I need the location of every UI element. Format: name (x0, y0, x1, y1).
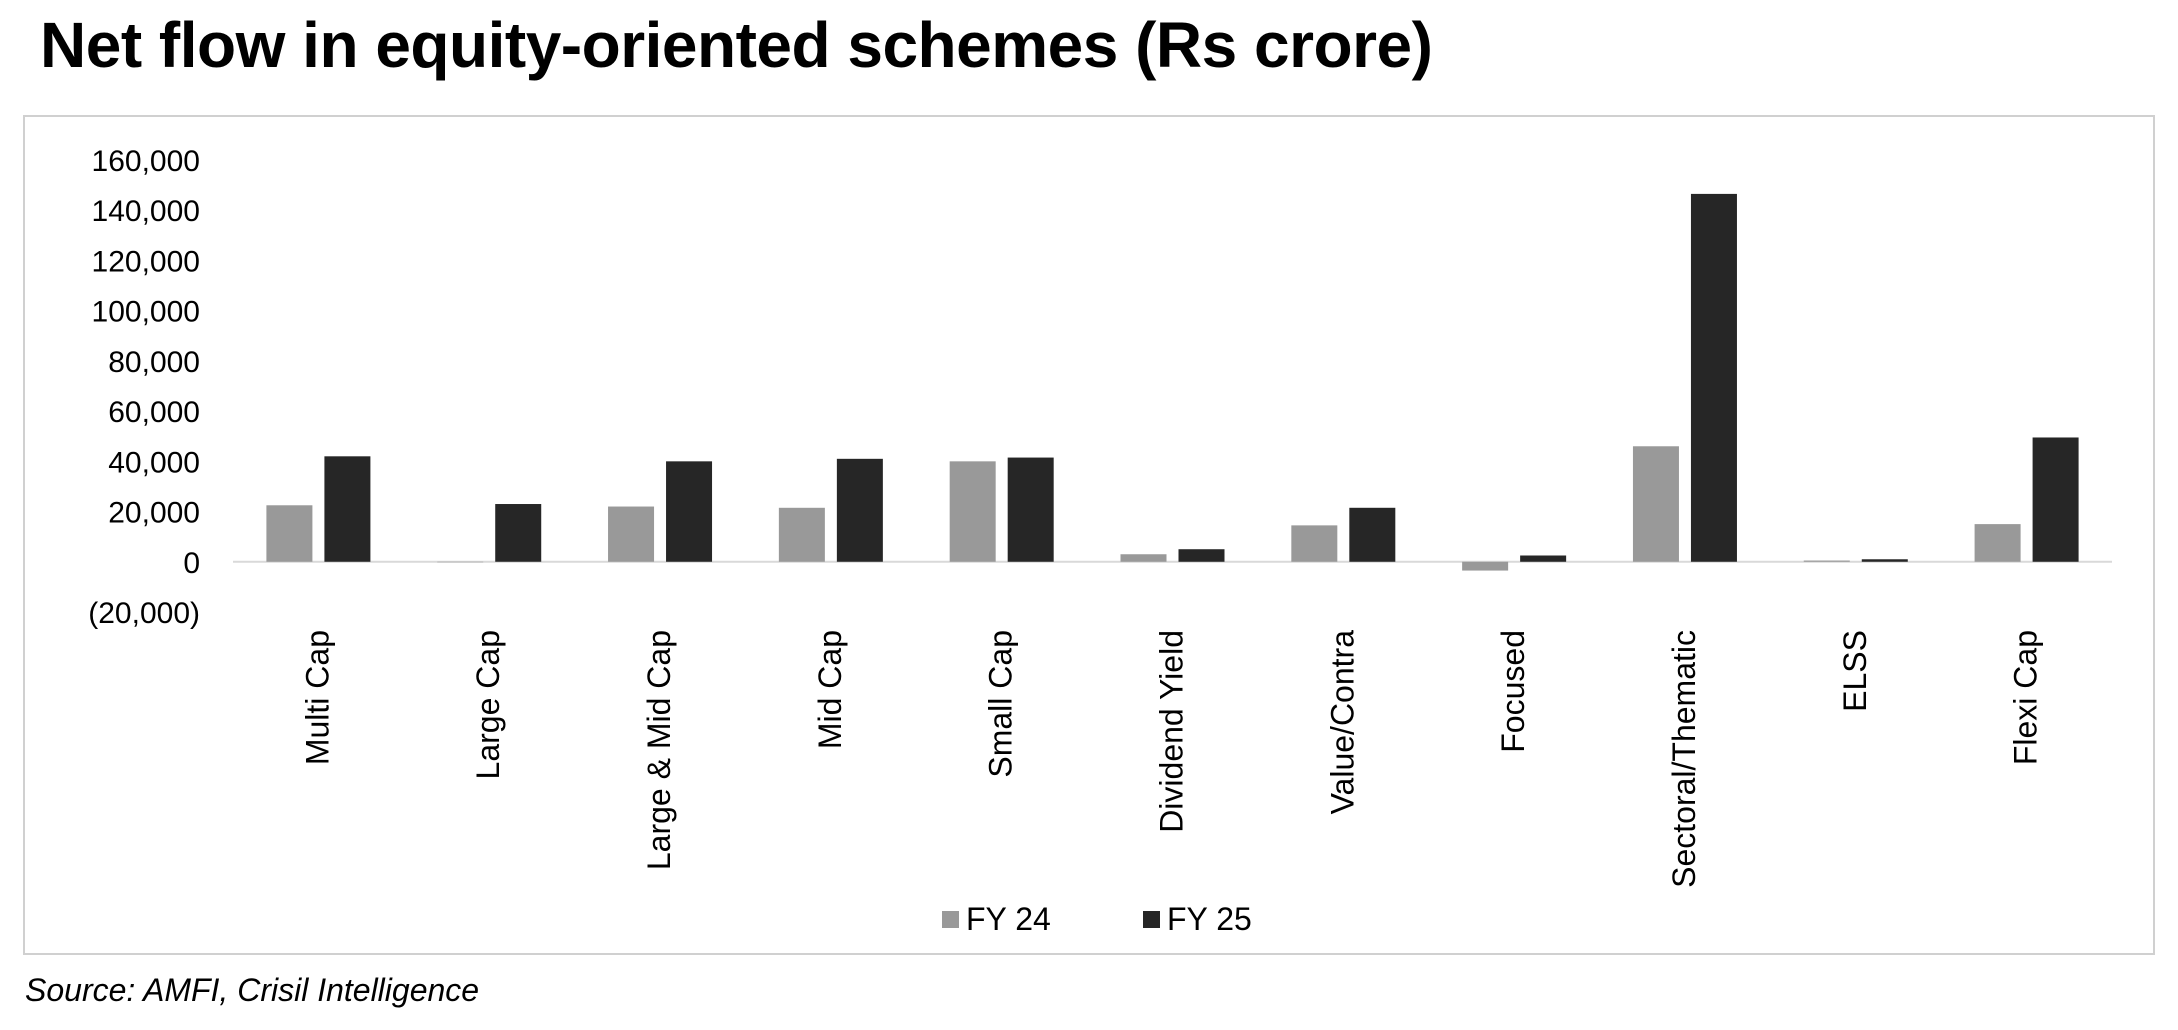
bar-fy25 (495, 504, 542, 562)
bar-fy25 (666, 461, 713, 562)
bar-fy25 (836, 458, 883, 562)
bar-fy25 (324, 456, 371, 562)
x-tick-label: ELSS (1837, 630, 1873, 712)
y-tick-label: 100,000 (92, 296, 200, 329)
chart-frame (23, 115, 2155, 955)
bar-fy25 (1178, 549, 1225, 562)
y-tick-label: 160,000 (92, 145, 200, 178)
bar-fy24 (1291, 525, 1338, 562)
y-tick-label: 80,000 (108, 346, 200, 379)
y-axis-ticks: (20,000) 0 20,000 40,000 60,000 80,000 100,000… (88, 145, 200, 630)
bar-fy25 (1520, 555, 1567, 562)
source-note: Source: AMFI, Crisil Intelligence (25, 972, 480, 1008)
x-tick-label: Large & Mid Cap (641, 630, 677, 870)
x-tick-label: Flexi Cap (2008, 630, 2044, 765)
chart-title: Net flow in equity-oriented schemes (Rs … (40, 9, 1433, 81)
y-tick-label: 0 (183, 547, 200, 580)
bar-fy24 (1974, 524, 2021, 562)
y-tick-label: 60,000 (108, 396, 200, 429)
bar-fy25 (2032, 437, 2079, 562)
legend-swatch-fy25 (1143, 911, 1160, 928)
bar-fy24 (949, 461, 996, 562)
bar-fy24 (778, 507, 825, 562)
bar-fy24 (608, 506, 655, 562)
bar-fy24 (1120, 554, 1167, 562)
bar-fy24 (1462, 561, 1509, 571)
legend: FY 24 FY 25 (942, 901, 1252, 937)
x-tick-label: Multi Cap (299, 630, 335, 765)
x-tick-label: Mid Cap (812, 630, 848, 749)
bar-fy24 (266, 505, 313, 562)
x-tick-label: Focused (1495, 630, 1531, 753)
x-tick-label: Value/Contra (1324, 630, 1360, 815)
x-tick-label: Small Cap (983, 630, 1019, 778)
bar-fy24 (1632, 446, 1679, 562)
y-tick-label: 40,000 (108, 446, 200, 479)
bar-fy25 (1007, 457, 1054, 562)
y-tick-label: 140,000 (92, 195, 200, 228)
y-tick-label: (20,000) (88, 597, 200, 630)
bar-fy25 (1349, 507, 1396, 562)
bar-fy24 (1803, 560, 1850, 562)
bar-fy25 (1861, 559, 1908, 562)
x-tick-label: Large Cap (470, 630, 506, 779)
y-tick-label: 120,000 (92, 245, 200, 278)
y-tick-label: 20,000 (108, 497, 200, 530)
x-axis-labels: Multi Cap Large Cap Large & Mid Cap Mid Cap… (299, 630, 2043, 888)
bars (266, 193, 2079, 571)
bar-fy25 (1690, 193, 1737, 562)
x-tick-label: Dividend Yield (1154, 630, 1190, 833)
legend-label-fy25: FY 25 (1167, 901, 1252, 937)
bar-fy24 (437, 561, 484, 563)
legend-swatch-fy24 (942, 911, 959, 928)
x-tick-label: Sectoral/Thematic (1666, 630, 1702, 888)
legend-label-fy24: FY 24 (966, 901, 1051, 937)
